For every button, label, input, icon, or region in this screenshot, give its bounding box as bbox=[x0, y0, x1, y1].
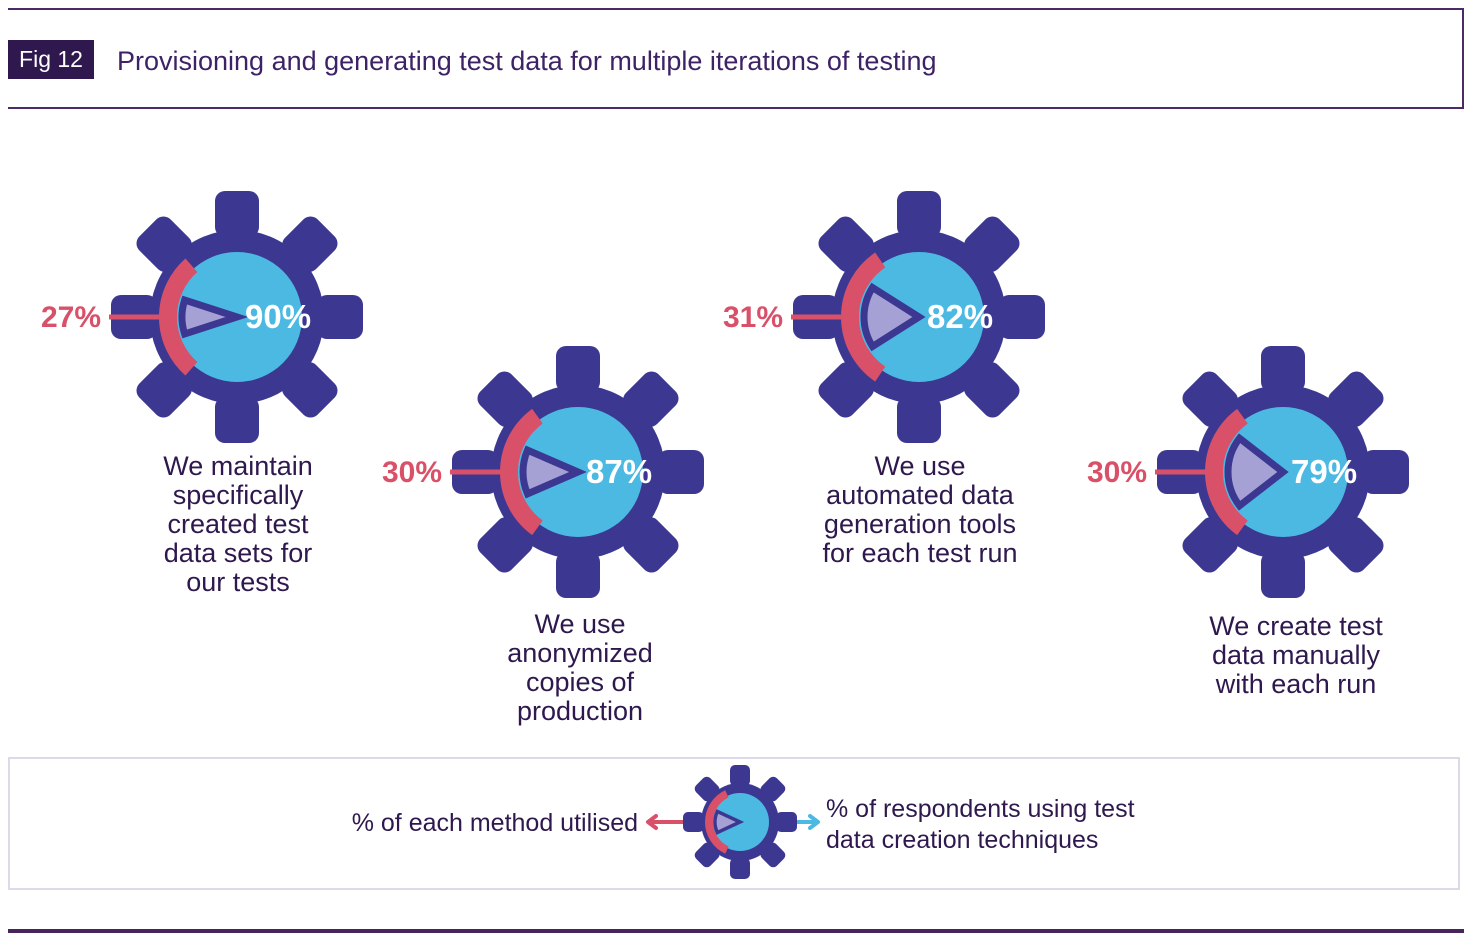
gear-tooth bbox=[556, 552, 600, 598]
figure-title: Provisioning and generating test data fo… bbox=[117, 46, 937, 76]
gear-tooth bbox=[1261, 346, 1305, 392]
method-utilised-arc bbox=[705, 790, 729, 854]
gear-graphic: 31% 82% bbox=[723, 191, 1045, 443]
gear-caption: We create test data manually with each r… bbox=[1209, 611, 1383, 699]
method-utilised-pct-label: 30% bbox=[382, 456, 442, 489]
figure-bottom-rule bbox=[8, 929, 1464, 933]
legend-right-arrowhead bbox=[808, 814, 820, 830]
gear-tooth bbox=[1363, 450, 1409, 494]
method-utilised-arc bbox=[841, 252, 886, 382]
gear-shape-group bbox=[111, 191, 363, 443]
gear-caption: We maintain specifically created test da… bbox=[163, 451, 313, 597]
gear-tooth bbox=[897, 191, 941, 237]
remainder-wedge bbox=[1224, 433, 1289, 511]
gear-tooth bbox=[730, 765, 750, 786]
gear-graphic: 30% 79% bbox=[1087, 346, 1409, 598]
header-top-rule bbox=[8, 8, 1464, 10]
respondents-pct-label: 79% bbox=[1291, 453, 1357, 490]
gear-tooth bbox=[215, 397, 259, 443]
gear-tooth bbox=[897, 397, 941, 443]
fig-number-badge: Fig 12 bbox=[8, 40, 94, 79]
gear-shape-group bbox=[1157, 346, 1409, 598]
gear-tooth bbox=[730, 858, 750, 879]
method-utilised-pct-label: 31% bbox=[723, 301, 783, 334]
respondents-pct-label: 90% bbox=[245, 298, 311, 335]
gear-tooth bbox=[658, 450, 704, 494]
gear-shape-group bbox=[452, 346, 704, 598]
header-right-rule bbox=[1462, 8, 1464, 109]
legend-gear-shape bbox=[683, 765, 797, 879]
legend-left-arrowhead bbox=[646, 814, 658, 830]
method-utilised-pct-label: 27% bbox=[41, 301, 101, 334]
gear-shape-group bbox=[793, 191, 1045, 443]
gear-tooth bbox=[776, 812, 797, 832]
gear-tooth bbox=[215, 191, 259, 237]
remainder-wedge bbox=[713, 809, 745, 835]
legend-right-label: % of respondents using test data creatio… bbox=[826, 795, 1135, 854]
remainder-wedge bbox=[178, 295, 249, 339]
remainder-wedge bbox=[519, 445, 587, 499]
gear-graphic: 27% 90% bbox=[41, 191, 363, 443]
gear-caption: We use automated data generation tools f… bbox=[822, 451, 1018, 568]
header-bottom-rule bbox=[8, 107, 1464, 109]
gear-tooth bbox=[999, 295, 1045, 339]
method-utilised-arc bbox=[500, 408, 543, 536]
gear-graphic: 30% 87% bbox=[382, 346, 704, 598]
remainder-wedge bbox=[860, 282, 926, 352]
method-utilised-arc bbox=[159, 258, 198, 376]
respondents-pct-label: 87% bbox=[586, 453, 652, 490]
gear-tooth bbox=[556, 346, 600, 392]
legend-gear-icon bbox=[646, 765, 820, 879]
method-utilised-pct-label: 30% bbox=[1087, 456, 1147, 489]
gear-caption: We use anonymized copies of production bbox=[507, 609, 653, 726]
respondents-pct-label: 82% bbox=[927, 298, 993, 335]
gear-tooth bbox=[683, 812, 704, 832]
gear-tooth bbox=[1261, 552, 1305, 598]
method-utilised-arc bbox=[1205, 408, 1248, 536]
legend-left-label: % of each method utilised bbox=[351, 809, 638, 837]
gear-tooth bbox=[317, 295, 363, 339]
